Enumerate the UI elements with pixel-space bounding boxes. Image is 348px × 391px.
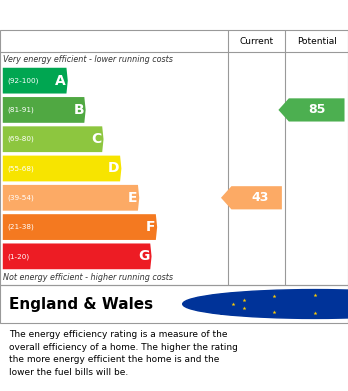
Text: (69-80): (69-80) [7,136,34,142]
Text: D: D [108,161,120,176]
Polygon shape [3,68,68,93]
Text: (81-91): (81-91) [7,107,34,113]
Text: 2002/91/EC: 2002/91/EC [219,308,268,317]
Text: (92-100): (92-100) [7,77,38,84]
Polygon shape [3,185,139,211]
Text: (1-20): (1-20) [7,253,29,260]
Polygon shape [3,126,103,152]
Text: Very energy efficient - lower running costs: Very energy efficient - lower running co… [3,54,173,63]
Polygon shape [3,244,152,269]
Text: (55-68): (55-68) [7,165,34,172]
Circle shape [183,290,348,318]
Text: (39-54): (39-54) [7,195,34,201]
Polygon shape [3,156,121,181]
Text: Current: Current [239,36,274,45]
Text: 43: 43 [252,191,269,204]
Text: (21-38): (21-38) [7,224,34,230]
Text: F: F [146,220,156,234]
Text: England & Wales: England & Wales [9,296,153,312]
Polygon shape [3,214,157,240]
Text: Not energy efficient - higher running costs: Not energy efficient - higher running co… [3,273,174,283]
Text: 85: 85 [308,104,325,117]
Text: Potential: Potential [297,36,337,45]
Polygon shape [221,186,282,210]
Text: G: G [139,249,150,264]
Text: B: B [73,103,84,117]
Text: Energy Efficiency Rating: Energy Efficiency Rating [9,7,219,23]
Text: C: C [92,132,102,146]
Polygon shape [278,98,345,122]
Text: EU Directive: EU Directive [219,295,271,304]
Text: E: E [128,191,137,205]
Text: A: A [55,74,66,88]
Text: The energy efficiency rating is a measure of the
overall efficiency of a home. T: The energy efficiency rating is a measur… [9,330,238,377]
Polygon shape [3,97,86,123]
